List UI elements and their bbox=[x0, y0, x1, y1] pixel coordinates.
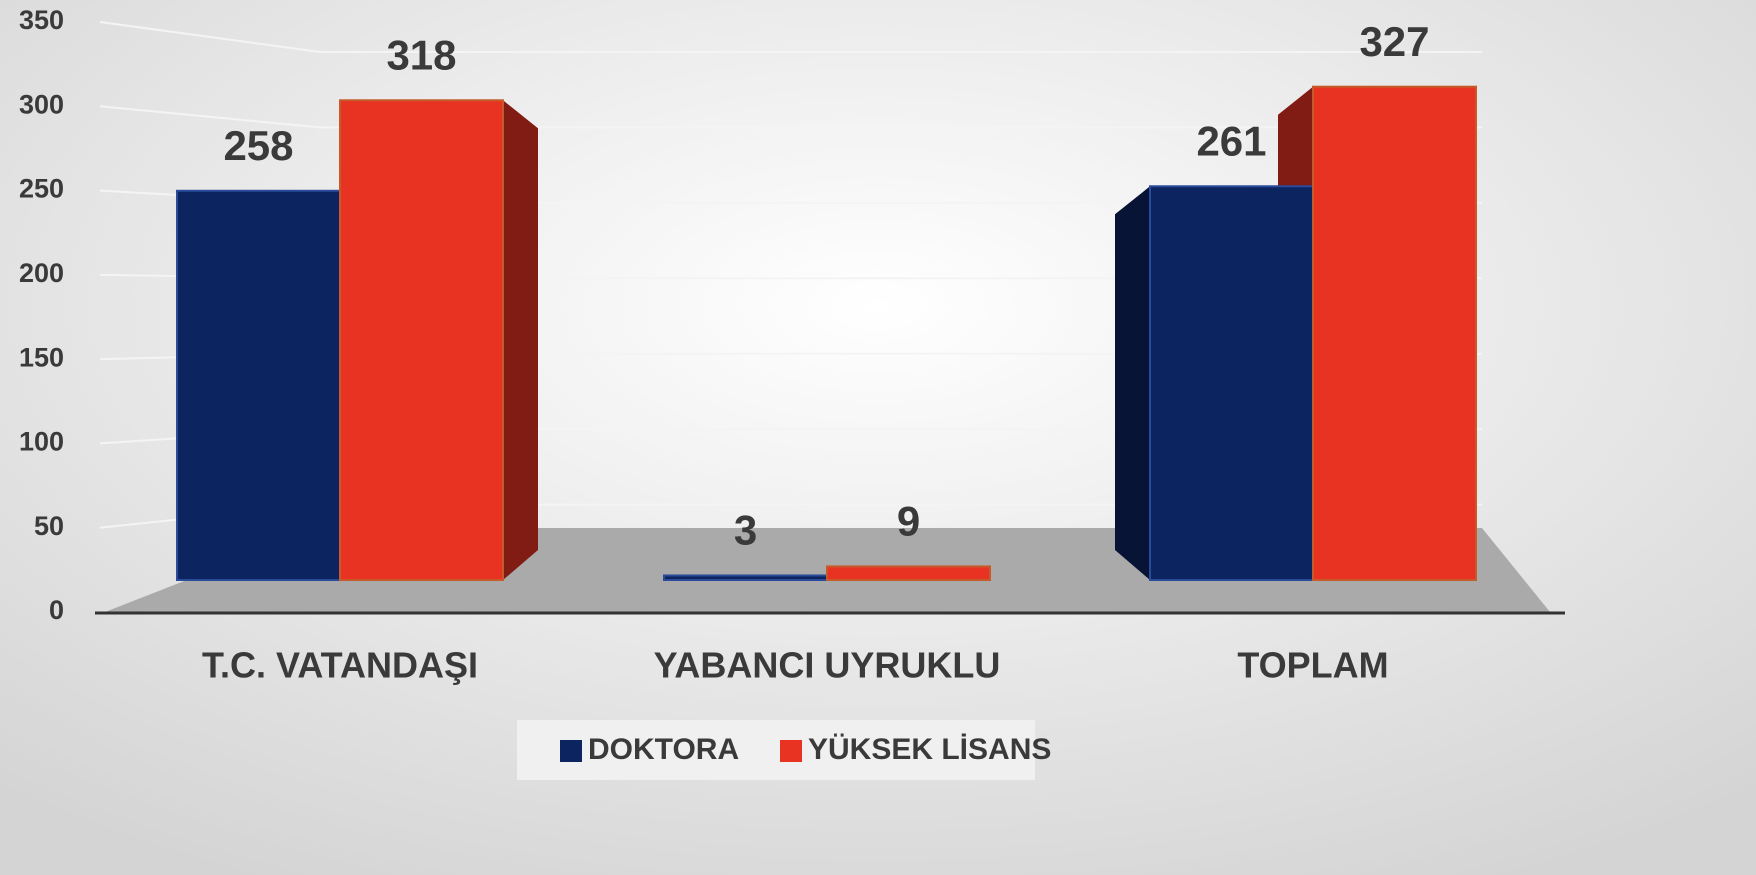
grid-line bbox=[99, 105, 321, 129]
data-label: 258 bbox=[223, 122, 293, 169]
bar bbox=[339, 99, 504, 581]
data-label: 318 bbox=[386, 31, 456, 78]
x-tick-label: T.C. VATANDAŞI bbox=[202, 645, 478, 686]
x-tick-label: TOPLAM bbox=[1237, 645, 1388, 686]
y-tick-label: 100 bbox=[19, 427, 64, 457]
legend-marker bbox=[780, 740, 802, 762]
bar bbox=[663, 574, 828, 582]
grid-line bbox=[99, 21, 321, 53]
y-tick-label: 50 bbox=[34, 511, 64, 541]
x-tick-label: YABANCI UYRUKLU bbox=[654, 645, 1001, 686]
y-tick-label: 300 bbox=[19, 89, 64, 119]
bar-side bbox=[503, 100, 538, 580]
y-tick-label: 250 bbox=[19, 174, 64, 204]
legend-marker bbox=[560, 740, 582, 762]
legend-box bbox=[517, 720, 1035, 780]
bar bbox=[1149, 185, 1314, 582]
legend-label: YÜKSEK LİSANS bbox=[808, 733, 1051, 766]
data-label: 327 bbox=[1359, 18, 1429, 65]
bar bbox=[176, 189, 341, 581]
y-tick-label: 150 bbox=[19, 342, 64, 372]
y-tick-label: 0 bbox=[49, 595, 64, 625]
data-label: 9 bbox=[897, 498, 920, 545]
bar bbox=[826, 565, 991, 581]
y-tick-label: 350 bbox=[19, 5, 64, 35]
legend-label: DOKTORA bbox=[588, 733, 739, 766]
data-label: 261 bbox=[1196, 117, 1266, 164]
bar-side bbox=[1115, 186, 1150, 580]
data-label: 3 bbox=[734, 507, 757, 554]
bar bbox=[1312, 85, 1477, 581]
y-tick-label: 200 bbox=[19, 258, 64, 288]
